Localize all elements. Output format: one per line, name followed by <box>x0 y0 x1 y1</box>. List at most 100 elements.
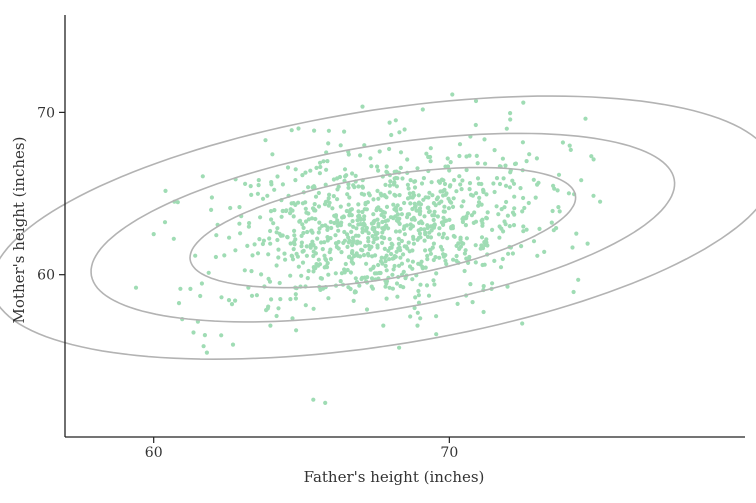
data-point <box>428 251 433 256</box>
data-point <box>311 207 316 212</box>
data-point <box>512 206 517 211</box>
data-point <box>345 267 350 273</box>
data-point <box>379 212 384 218</box>
data-point <box>508 111 513 116</box>
data-point <box>501 176 506 181</box>
data-point <box>470 300 475 305</box>
data-point <box>583 116 588 121</box>
data-point <box>473 98 479 104</box>
y-axis-title: Mother's height (inches) <box>10 137 28 324</box>
data-point <box>383 263 388 268</box>
data-point <box>243 181 248 186</box>
data-point <box>379 255 384 260</box>
data-point <box>510 210 516 215</box>
data-point <box>349 229 354 234</box>
data-point <box>256 183 261 188</box>
data-point <box>405 196 411 201</box>
data-point <box>339 250 344 255</box>
data-point <box>507 185 512 190</box>
data-point <box>366 253 371 258</box>
data-point <box>409 217 414 222</box>
data-point <box>391 267 396 272</box>
data-point <box>479 202 484 207</box>
data-point <box>347 210 352 215</box>
data-point <box>416 235 421 240</box>
data-point <box>258 215 263 220</box>
data-point <box>346 185 351 190</box>
data-point <box>305 229 310 235</box>
data-point <box>550 208 555 214</box>
data-point <box>535 182 540 187</box>
data-point <box>503 183 509 188</box>
data-point <box>299 244 304 249</box>
data-point <box>511 223 517 228</box>
data-point <box>440 189 445 194</box>
y-tick-label: 60 <box>37 268 55 284</box>
data-point <box>320 223 325 228</box>
data-point <box>451 196 456 201</box>
data-point <box>347 213 352 218</box>
data-point <box>350 219 355 224</box>
data-point <box>456 241 461 246</box>
data-point <box>454 258 459 263</box>
data-point <box>254 293 259 298</box>
data-point <box>442 181 448 187</box>
data-point <box>457 174 462 179</box>
data-point <box>280 208 286 214</box>
data-point <box>371 212 376 217</box>
data-point <box>269 217 274 222</box>
data-point <box>442 219 447 224</box>
data-point <box>283 257 288 262</box>
data-point <box>418 316 423 321</box>
data-point <box>521 229 526 234</box>
data-point <box>269 297 274 302</box>
x-tick-label: 70 <box>440 445 458 461</box>
data-point <box>422 238 427 243</box>
data-point <box>418 282 423 287</box>
data-point <box>521 195 526 201</box>
data-point <box>411 193 416 199</box>
data-point <box>394 249 399 254</box>
data-point <box>441 231 446 236</box>
data-point <box>303 200 308 205</box>
data-point <box>282 251 287 256</box>
data-point <box>334 241 339 246</box>
data-point <box>335 187 340 192</box>
data-point <box>449 224 454 230</box>
data-point <box>356 222 361 227</box>
data-point <box>361 217 366 222</box>
data-point <box>360 209 365 215</box>
data-point <box>444 191 449 196</box>
data-point <box>415 310 420 315</box>
data-point <box>397 130 402 135</box>
data-point <box>301 225 306 230</box>
data-point <box>410 206 415 212</box>
data-point <box>288 297 293 302</box>
data-point <box>321 159 326 164</box>
data-point <box>505 213 510 218</box>
data-point <box>492 189 497 195</box>
data-point <box>421 176 426 181</box>
data-point <box>386 248 391 253</box>
data-point <box>317 220 322 225</box>
data-point <box>289 128 294 133</box>
data-point <box>219 333 224 338</box>
data-point <box>275 174 280 179</box>
data-point <box>390 286 395 291</box>
data-point <box>520 209 525 214</box>
data-point <box>356 209 361 214</box>
data-point <box>442 204 447 209</box>
data-point <box>366 239 371 244</box>
data-point <box>474 191 479 196</box>
data-point <box>151 232 156 237</box>
data-point <box>560 140 566 145</box>
data-point <box>323 182 328 187</box>
data-point <box>300 249 305 254</box>
data-point <box>304 210 309 215</box>
data-point <box>311 242 316 248</box>
data-point <box>557 209 562 214</box>
data-point <box>427 190 432 195</box>
data-point <box>325 261 330 266</box>
data-point <box>353 252 359 258</box>
